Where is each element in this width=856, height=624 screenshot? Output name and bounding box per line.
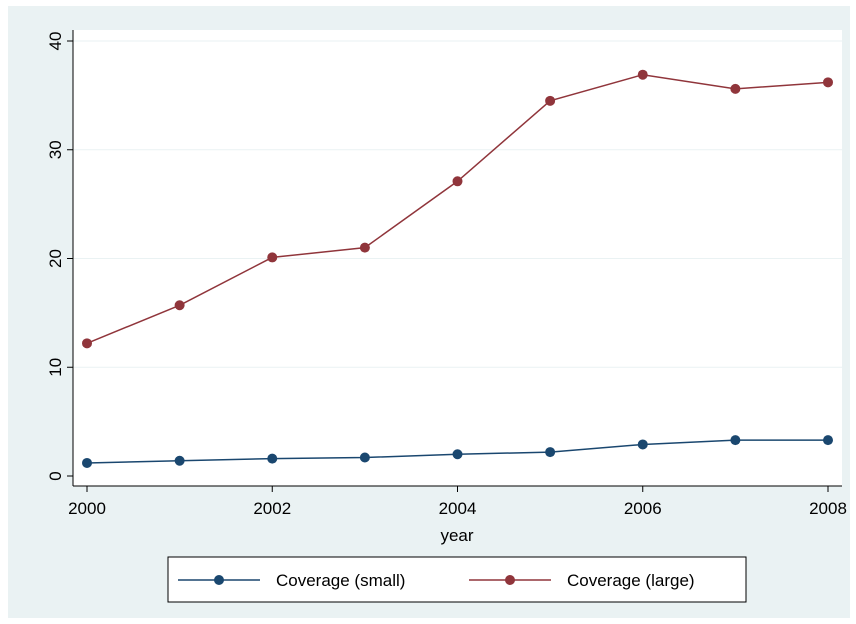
data-point [267, 252, 278, 263]
data-point [545, 447, 556, 458]
data-point [174, 455, 185, 466]
legend-swatch-marker [214, 575, 224, 585]
x-tick-label: 2000 [68, 499, 106, 518]
data-point [82, 457, 92, 468]
x-tick-label: 2008 [809, 499, 847, 518]
legend-label: Coverage (small) [276, 571, 405, 590]
x-tick-label: 2002 [253, 499, 291, 518]
x-axis-ticks: 2000 2002 2004 2006 2008 [68, 486, 847, 518]
legend: Coverage (small) Coverage (large) [167, 556, 747, 603]
y-tick-label: 0 [46, 471, 65, 480]
y-tick-label: 40 [46, 32, 65, 51]
data-point [359, 452, 370, 463]
data-point [545, 95, 556, 106]
data-point [823, 435, 833, 446]
data-point [174, 300, 185, 311]
x-tick-label: 2006 [624, 499, 662, 518]
data-point [637, 439, 648, 450]
legend-swatch-marker [505, 575, 515, 585]
y-tick-label: 30 [46, 140, 65, 159]
data-point [359, 242, 370, 253]
x-axis-title: year [440, 526, 473, 545]
gridlines [73, 40, 842, 368]
data-point [823, 77, 833, 88]
x-tick-label: 2004 [439, 499, 477, 518]
data-point [267, 453, 278, 464]
data-point [452, 176, 463, 187]
y-axis-ticks: 0 10 20 30 40 [46, 32, 73, 481]
legend-box [167, 556, 747, 603]
data-point [82, 338, 92, 349]
data-point [452, 449, 463, 460]
series-group [82, 69, 833, 468]
data-point [637, 69, 648, 80]
data-point [730, 83, 741, 94]
y-tick-label: 10 [46, 358, 65, 377]
data-point [730, 435, 741, 446]
legend-label: Coverage (large) [567, 571, 695, 590]
y-tick-label: 20 [46, 249, 65, 268]
